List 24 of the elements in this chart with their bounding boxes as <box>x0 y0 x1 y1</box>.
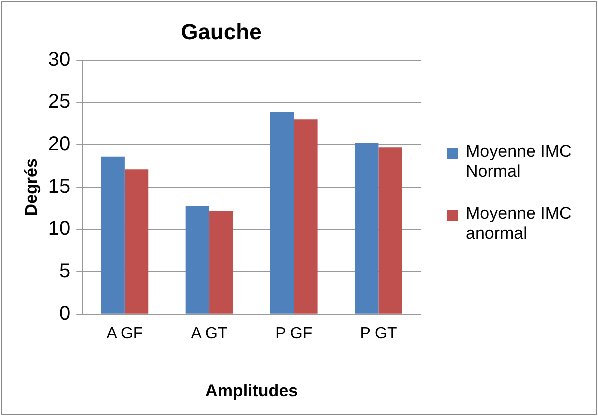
x-tick-label: A GT <box>191 325 228 342</box>
bar <box>186 206 210 314</box>
y-tick-label: 20 <box>48 134 71 156</box>
y-tick-label: 0 <box>60 302 71 325</box>
bar <box>294 120 318 314</box>
y-axis-title: Degrés <box>22 158 41 216</box>
x-axis-title: Amplitudes <box>206 381 298 400</box>
bar <box>210 211 234 314</box>
x-tick-label: P GF <box>276 325 313 342</box>
bar <box>378 148 402 314</box>
legend-label: Moyenne IMC Normal <box>466 142 573 182</box>
y-tick-label: 10 <box>48 218 71 240</box>
chart-title: Gauche <box>181 19 262 44</box>
x-tick-label: A GF <box>106 325 144 342</box>
x-tick-label: P GT <box>360 325 398 342</box>
bar <box>124 170 149 314</box>
bar <box>101 156 125 314</box>
y-tick-label: 5 <box>60 260 71 283</box>
bar <box>355 143 379 314</box>
y-tick-label: 30 <box>48 48 71 71</box>
y-tick-label: 25 <box>48 91 71 114</box>
bar <box>270 112 294 314</box>
y-tick-label: 15 <box>48 176 71 198</box>
legend-label: Moyenne IMC anormal <box>466 204 573 244</box>
